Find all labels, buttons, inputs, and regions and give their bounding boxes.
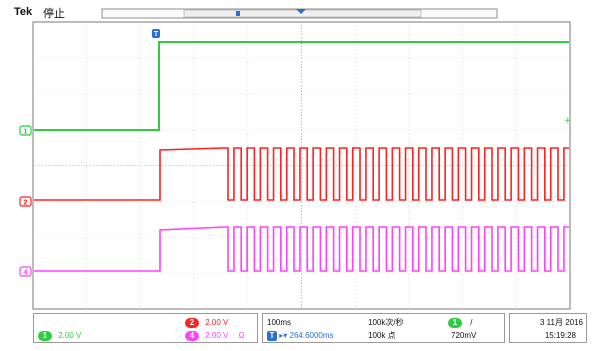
trigger-marker-label: T: [154, 31, 159, 38]
channel-4-scale: 2.00 V: [205, 331, 229, 340]
trigger-position-value: 264.6000ms: [289, 331, 334, 340]
channel-4-chip: 4: [185, 331, 199, 341]
trigger-position-indicator: [296, 9, 306, 14]
trigger-position-chip: T: [267, 331, 277, 341]
record-view-bar[interactable]: [101, 8, 498, 19]
brand-logo: Tek: [14, 6, 33, 18]
trigger-source-readout[interactable]: 1 /: [448, 317, 472, 328]
channel-4-coupling: Ω: [238, 331, 245, 340]
channel-2-chip: 2: [185, 318, 199, 328]
channel-1-scale: 2.00 V: [58, 331, 82, 340]
channel-2-marker-label: 2: [23, 198, 27, 207]
time-label: 15:19:28: [544, 331, 576, 340]
timebase-trigger-panel[interactable]: 100ms T ▸▾ 264.6000ms 100k次/秒 100k 点 1 /…: [262, 313, 505, 343]
channel-1-marker-label: 1: [23, 127, 27, 136]
channel-4-readout[interactable]: 4 2.00 V Ω: [185, 330, 245, 341]
date-label: 3 11月 2016: [540, 318, 583, 327]
channel-1-readout[interactable]: 1 2.00 V: [38, 330, 81, 341]
trigger-marker[interactable]: T: [152, 29, 160, 38]
channel-4-ground-marker[interactable]: 4: [19, 266, 32, 277]
trigger-position-readout: T ▸▾ 264.6000ms: [267, 330, 334, 341]
channel-1-chip: 1: [38, 331, 52, 341]
channel-2-readout[interactable]: 2 2.00 V: [185, 317, 228, 328]
record-length: 100k 点: [368, 331, 396, 340]
channel-4-marker-label: 4: [23, 268, 28, 277]
trigger-source-chip: 1: [448, 318, 462, 328]
channel-2-ground-marker[interactable]: 2: [19, 196, 32, 207]
view-window-marker: [236, 11, 240, 16]
datetime-panel: 3 11月 2016 15:19:28: [509, 313, 587, 343]
trigger-level: 720mV: [451, 331, 477, 340]
trigger-position-arrow: ▸▾: [279, 331, 288, 340]
channel-2-scale: 2.00 V: [205, 318, 229, 327]
channel-4-trace: [34, 226, 569, 272]
channel-scale-panel[interactable]: 2 2.00 V 1 2.00 V 4 2.00 V Ω: [33, 313, 258, 343]
channel-2-trace: [34, 147, 569, 201]
time-per-div: 100ms: [267, 318, 292, 327]
channel-1-trace: [34, 41, 569, 131]
channel-1-ground-marker[interactable]: 1: [19, 125, 32, 136]
graticule-grid: [33, 22, 570, 309]
trigger-level-marker: +: [564, 116, 572, 126]
sample-rate: 100k次/秒: [368, 318, 404, 327]
run-state-label: 停止: [43, 7, 65, 20]
trigger-slope-icon: /: [470, 318, 473, 327]
